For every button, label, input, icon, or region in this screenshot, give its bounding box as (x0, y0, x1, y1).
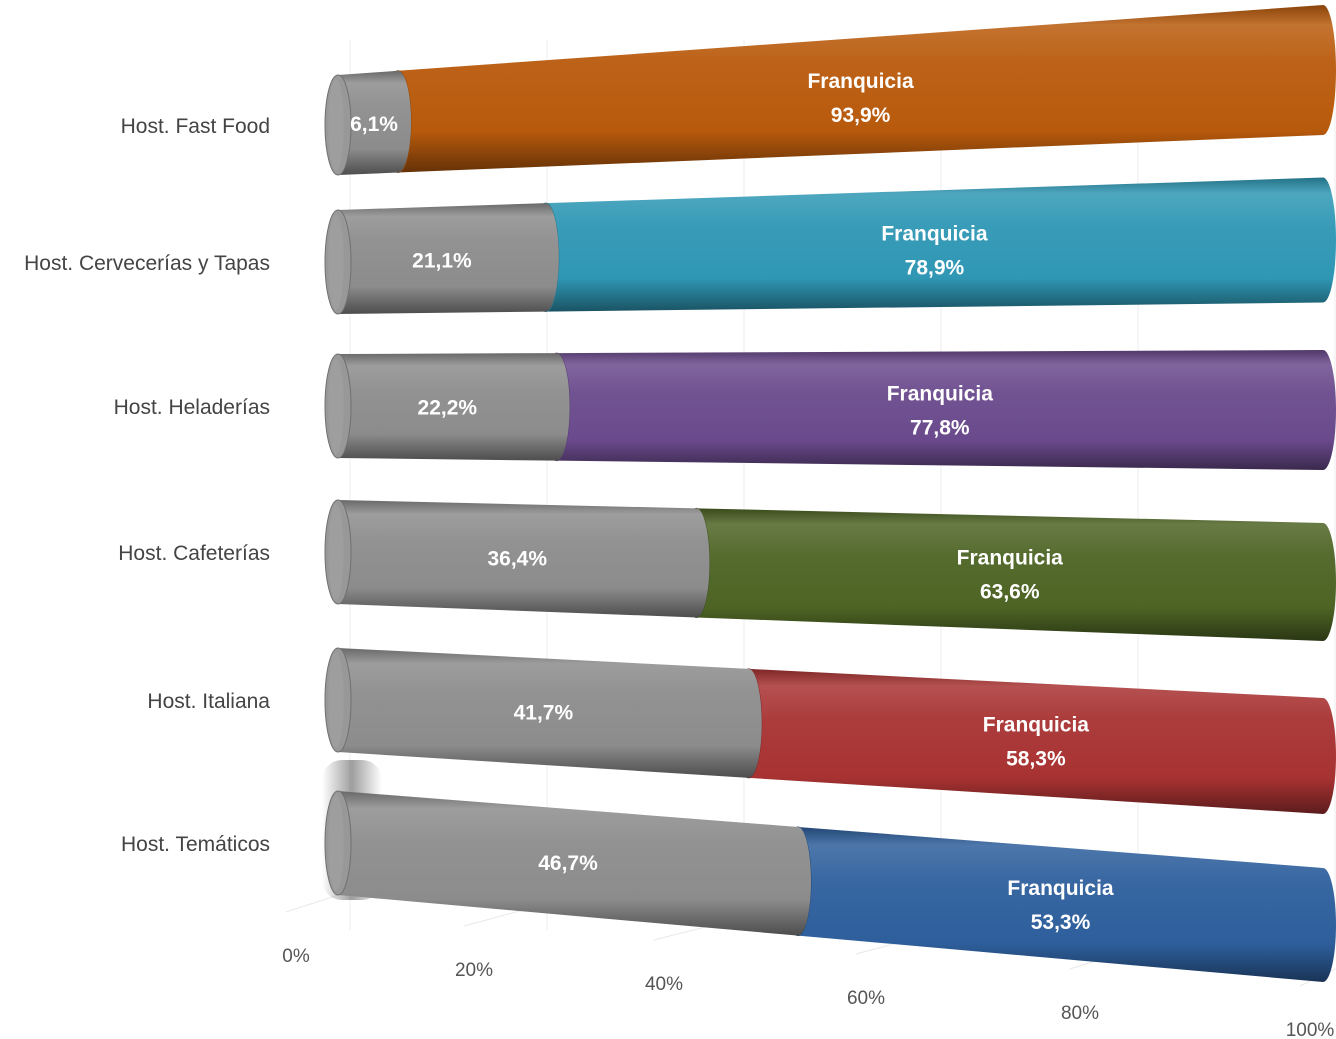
category-label: Host. Italiana (147, 690, 270, 713)
category-label: Host. Temáticos (121, 833, 270, 856)
data-label-other: 6,1% (350, 113, 398, 136)
data-label-franquicia: 93,9% (831, 104, 891, 127)
x-tick-label: 20% (455, 960, 493, 981)
bar-franquicia (683, 507, 1336, 641)
data-label-franquicia: 53,3% (1031, 911, 1091, 934)
x-tick-label: 40% (645, 974, 683, 995)
data-label-other: 41,7% (514, 702, 574, 725)
labels: 0% 20% 40% 60% 80% 100% Host. Fast Food 6,1% Fra… (24, 70, 1334, 1039)
data-label-other: 46,7% (538, 852, 598, 875)
series-name-label: Franquicia (1007, 877, 1114, 900)
data-label-franquicia: 58,3% (1006, 748, 1066, 771)
bar-other (324, 647, 762, 778)
x-tick-label: 60% (847, 988, 885, 1009)
series-name-label: Franquicia (957, 546, 1064, 569)
bar-row (324, 499, 1336, 641)
data-label-franquicia: 63,6% (980, 580, 1040, 603)
category-label: Host. Heladerías (114, 396, 270, 419)
bar-other (324, 203, 559, 315)
bar-franquicia (735, 668, 1336, 814)
bar-row (324, 790, 1336, 982)
bar-franquicia (543, 350, 1336, 470)
x-tick-label: 0% (282, 946, 310, 967)
data-label-franquicia: 77,8% (910, 416, 970, 439)
category-label: Host. Cafeterías (118, 542, 270, 565)
bar-other (324, 353, 570, 461)
bar-row (324, 647, 1336, 814)
data-label-other: 22,2% (418, 396, 478, 419)
data-label-other: 21,1% (412, 250, 472, 273)
bar-row (324, 5, 1336, 176)
floor-line (1299, 968, 1336, 987)
x-tick-label: 100% (1286, 1020, 1335, 1039)
category-label: Host. Fast Food (121, 115, 270, 138)
bars (324, 5, 1336, 982)
category-label: Host. Cervecerías y Tapas (24, 252, 270, 275)
x-tick-label: 80% (1061, 1003, 1099, 1024)
data-label-other: 36,4% (487, 547, 547, 570)
bar-other (324, 790, 811, 936)
bar-other (324, 499, 710, 618)
bar-row (324, 177, 1336, 315)
bar-other (324, 70, 412, 176)
bar-row (324, 350, 1336, 470)
series-name-label: Franquicia (807, 70, 914, 93)
series-name-label: Franquicia (881, 223, 988, 246)
data-label-franquicia: 78,9% (905, 257, 965, 280)
series-name-label: Franquicia (887, 382, 994, 405)
bar-franquicia (784, 826, 1336, 982)
series-name-label: Franquicia (983, 714, 1090, 737)
